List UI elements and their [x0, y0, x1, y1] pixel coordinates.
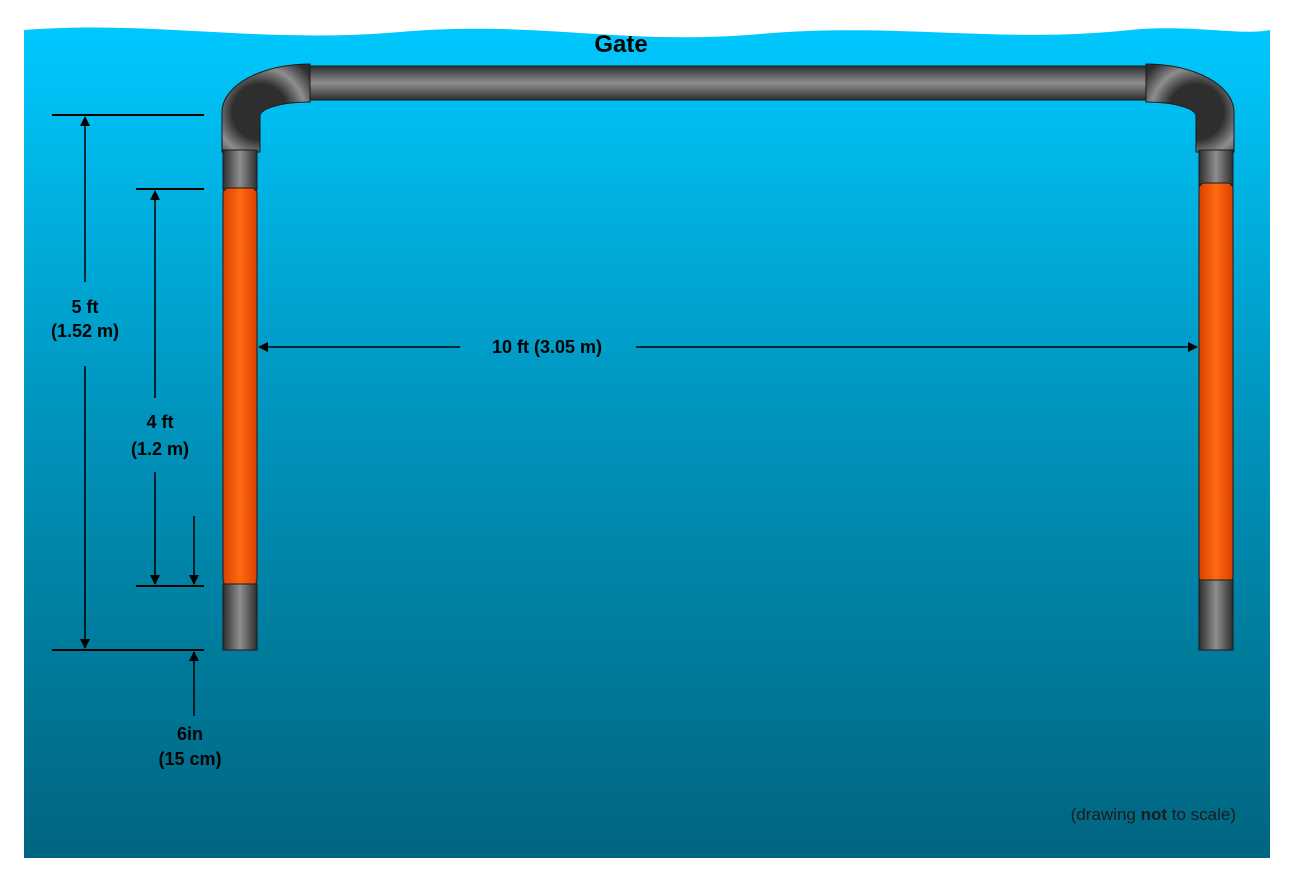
diagram-title: Gate	[594, 31, 647, 58]
right-post-lower-pipe	[1198, 579, 1234, 651]
right-post-orange-marker	[1198, 182, 1234, 584]
left-elbow-joint	[221, 63, 311, 153]
right-post-upper-pipe	[1198, 149, 1234, 187]
total-height-label-metric: (1.52 m)	[51, 321, 119, 341]
water-background	[24, 27, 1270, 859]
marker-height-label-imperial: 4 ft	[147, 412, 174, 432]
scale-note: (drawing not to scale)	[1071, 805, 1236, 824]
left-post-orange-marker	[222, 187, 258, 587]
left-post-upper-pipe	[222, 149, 258, 191]
marker-height-dimension: 4 ft (1.2 m)	[131, 188, 204, 587]
scale-note-prefix: (drawing	[1071, 805, 1141, 824]
total-height-dimension: 5 ft (1.52 m)	[51, 114, 204, 651]
left-post-lower-pipe	[222, 583, 258, 651]
width-dimension: 10 ft (3.05 m)	[258, 337, 1198, 357]
width-label: 10 ft (3.05 m)	[492, 337, 602, 357]
scale-note-emphasis: not	[1141, 805, 1168, 824]
marker-height-label-metric: (1.2 m)	[131, 439, 189, 459]
offset-label-imperial: 6in	[177, 724, 203, 744]
offset-dimension: 6in (15 cm)	[158, 516, 222, 769]
total-height-label-imperial: 5 ft	[72, 297, 99, 317]
offset-label-metric: (15 cm)	[158, 749, 221, 769]
scale-note-suffix: to scale)	[1167, 805, 1236, 824]
top-crossbar-pipe	[309, 65, 1149, 101]
right-elbow-joint	[1145, 63, 1235, 153]
